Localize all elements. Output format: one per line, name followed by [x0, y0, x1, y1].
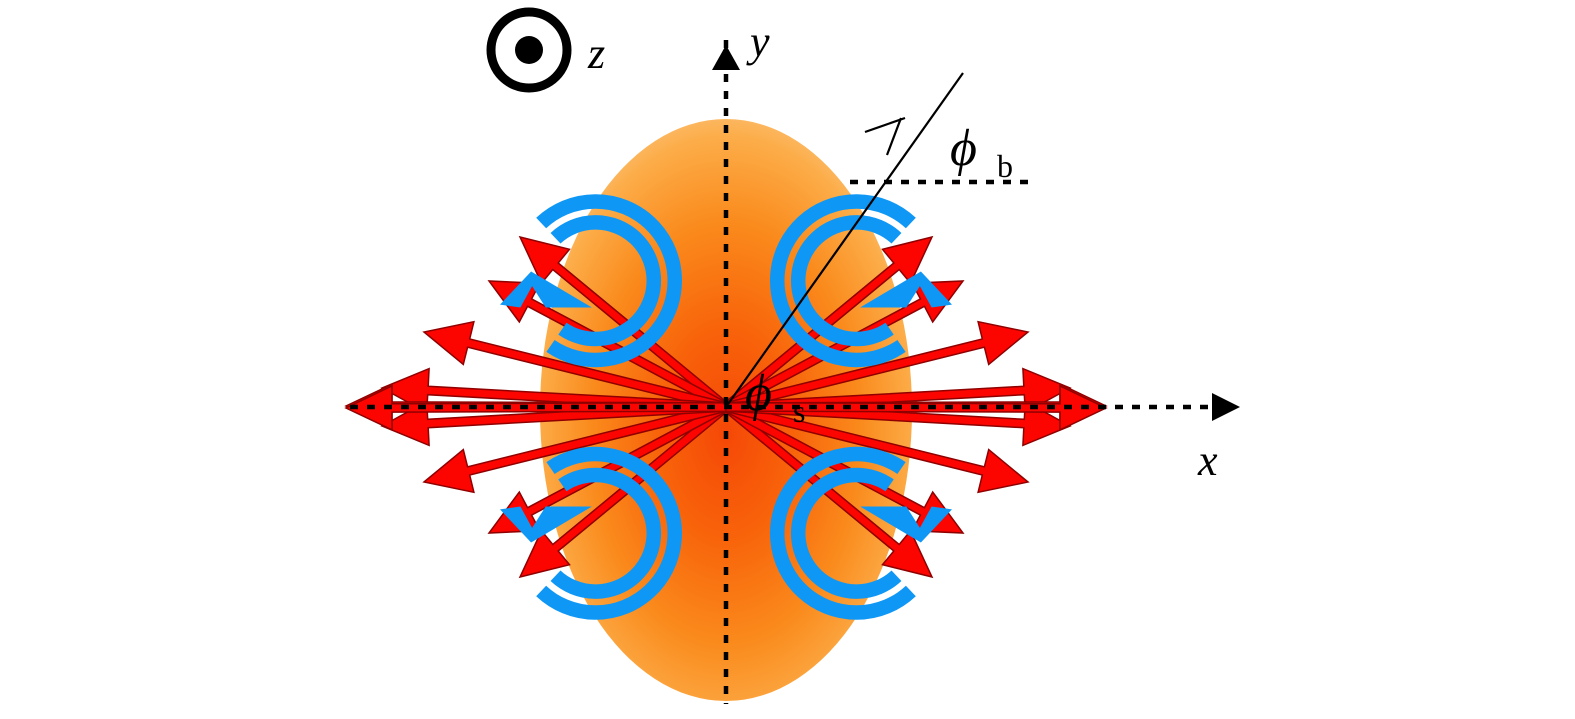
svg-text:z: z — [587, 29, 605, 78]
svg-text:b: b — [997, 148, 1013, 184]
svg-text:x: x — [1197, 436, 1218, 485]
svg-text:s: s — [793, 393, 805, 429]
svg-text:ϕ: ϕ — [745, 365, 772, 422]
svg-text:ϕ: ϕ — [950, 120, 977, 177]
svg-text:y: y — [746, 17, 770, 66]
